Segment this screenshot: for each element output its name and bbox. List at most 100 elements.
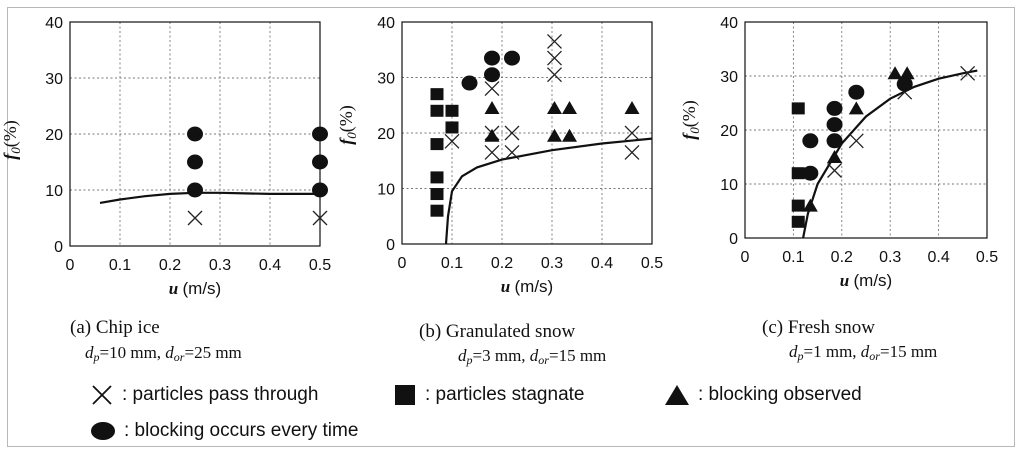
- point-cross: [547, 33, 562, 49]
- point-cross: [960, 65, 976, 81]
- caption-b: (b) Granulated snow: [419, 321, 576, 342]
- point-circle: [802, 165, 819, 181]
- x-tick-label: 0.1: [109, 257, 131, 274]
- y-tick-label: 0: [729, 231, 738, 248]
- point-square: [430, 138, 444, 151]
- square-marker-icon: [395, 385, 415, 405]
- point-circle: [826, 133, 843, 149]
- y-tick-label: 10: [45, 183, 63, 200]
- y-tick-label: 30: [377, 71, 395, 88]
- point-square: [445, 104, 459, 117]
- legend-circle-label: : blocking occurs every time: [124, 420, 359, 441]
- point-square: [791, 199, 805, 212]
- y-tick-label: 0: [386, 237, 395, 254]
- legend-triangle: : blocking observed: [664, 383, 862, 407]
- y-axis-label: f0(%): [336, 105, 359, 144]
- point-square: [430, 188, 444, 201]
- legend-square-label: : particles stagnate: [425, 384, 585, 405]
- legend-triangle-label: : blocking observed: [698, 384, 862, 405]
- x-tick-label: 0.1: [782, 249, 804, 266]
- x-axis-label: u (m/s): [169, 279, 221, 298]
- point-cross: [547, 50, 562, 66]
- triangle-marker-icon: [665, 385, 689, 405]
- point-square: [430, 104, 444, 117]
- x-tick-label: 0: [66, 257, 75, 274]
- y-tick-label: 30: [45, 71, 63, 88]
- point-cross: [624, 125, 640, 141]
- point-square: [430, 88, 444, 101]
- y-tick-label: 10: [720, 177, 738, 194]
- y-tick-label: 40: [377, 15, 395, 32]
- y-axis-label: f0(%): [679, 100, 702, 139]
- x-tick-label: 0.4: [259, 257, 281, 274]
- circle-marker-icon: [91, 422, 115, 440]
- boundary-curve: [99, 191, 320, 204]
- plot-panel-a: 0 0.1 0.2 0.3 0.4 0.5 0 10 20 30 40 u (m/s) f0(%): [0, 15, 331, 298]
- point-circle: [826, 117, 843, 133]
- point-cross: [547, 67, 562, 83]
- point-circle: [187, 154, 203, 170]
- point-circle: [312, 182, 328, 198]
- point-cross: [444, 133, 460, 149]
- x-tick-label: 0.2: [831, 249, 853, 266]
- x-tick-label: 0.3: [879, 249, 901, 266]
- x-tick-label: 0.5: [641, 255, 663, 272]
- boundary-curve: [444, 137, 652, 244]
- boundary-curve: [802, 69, 978, 238]
- x-tick-label: 0.4: [591, 255, 613, 272]
- point-cross: [827, 163, 842, 178]
- plot-panel-c: 0 0.1 0.2 0.3 0.4 0.5 0 10 20 30 40 u (m/s) f0(%): [679, 15, 998, 290]
- params-c: dp=1 mm, dor=15 mm: [789, 342, 938, 363]
- legend-cross-label: : particles pass through: [122, 384, 319, 405]
- point-triangle: [484, 101, 500, 115]
- point-cross: [484, 81, 500, 97]
- point-square: [791, 215, 805, 228]
- point-triangle: [887, 66, 903, 80]
- point-circle: [848, 84, 865, 100]
- point-square: [791, 167, 805, 180]
- legend-square: : particles stagnate: [393, 383, 584, 407]
- plot-panel-b: 0 0.1 0.2 0.3 0.4 0.5 0 10 20 30 40 u (m/s) f0(%): [336, 15, 663, 296]
- x-tick-label: 0.5: [309, 257, 331, 274]
- caption-a: (a) Chip ice: [70, 317, 160, 338]
- x-axis-label: u (m/s): [501, 277, 553, 296]
- cross-marker-icon: [92, 385, 112, 405]
- y-tick-label: 40: [45, 15, 63, 32]
- point-triangle: [802, 198, 818, 212]
- point-circle: [312, 126, 328, 142]
- y-tick-label: 20: [377, 126, 395, 143]
- x-axis-label: u (m/s): [840, 271, 892, 290]
- point-square: [791, 102, 805, 115]
- point-cross: [504, 125, 520, 141]
- point-triangle: [562, 101, 577, 115]
- point-triangle: [547, 101, 562, 115]
- x-tick-label: 0.3: [209, 257, 231, 274]
- point-triangle: [848, 101, 864, 115]
- point-square: [445, 121, 459, 134]
- params-a: dp=10 mm, dor=25 mm: [85, 343, 242, 364]
- point-cross: [848, 133, 864, 149]
- point-triangle: [899, 66, 915, 80]
- x-tick-label: 0: [398, 255, 407, 272]
- point-circle: [504, 50, 520, 66]
- point-cross: [187, 210, 203, 226]
- figure-frame: [7, 7, 1015, 447]
- y-tick-label: 40: [720, 15, 738, 32]
- point-triangle: [484, 128, 500, 142]
- point-circle: [826, 100, 843, 116]
- x-tick-label: 0.3: [541, 255, 563, 272]
- point-cross: [504, 144, 520, 160]
- point-cross: [484, 144, 500, 160]
- x-tick-label: 0.1: [441, 255, 463, 272]
- point-triangle: [827, 150, 843, 163]
- point-circle: [187, 126, 203, 142]
- point-triangle: [624, 101, 640, 115]
- point-square: [430, 171, 444, 184]
- point-circle: [896, 76, 913, 92]
- point-square: [430, 204, 444, 217]
- point-cross: [624, 144, 640, 160]
- point-cross: [312, 210, 328, 226]
- x-tick-label: 0.4: [927, 249, 949, 266]
- point-circle: [187, 182, 203, 198]
